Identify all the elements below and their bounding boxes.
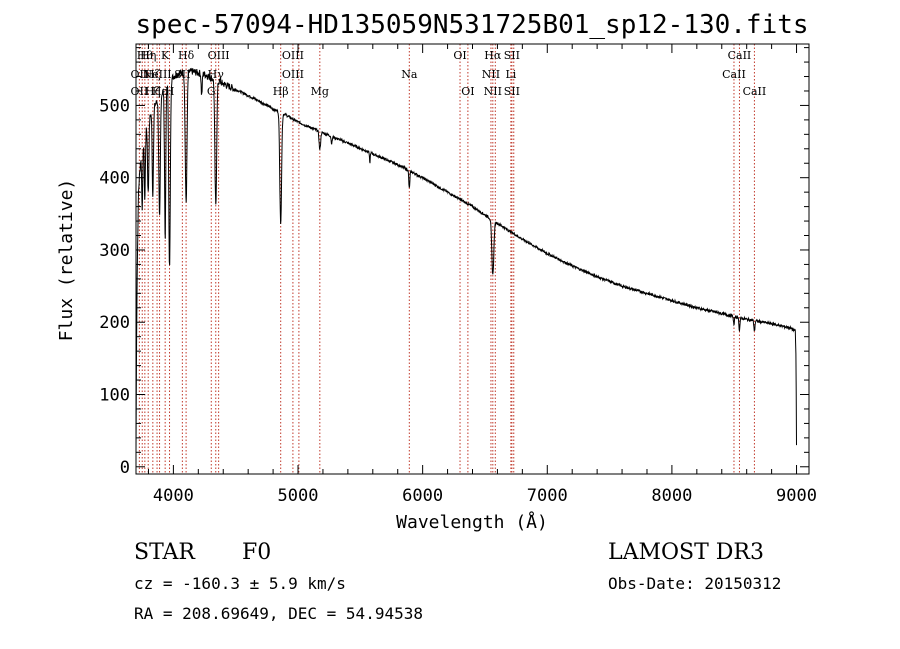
x-tick-label: 4000 [153,486,194,506]
line-marker-label: OI [453,49,466,62]
object-class: STAR [134,540,195,565]
line-marker-label: OII [131,85,149,98]
x-tick-label: 9000 [776,486,817,506]
x-tick-label: 5000 [278,486,319,506]
y-tick-label: 0 [120,458,130,478]
x-tick-label: 6000 [402,486,443,506]
line-marker-label: NeIII [142,68,171,81]
line-marker-label: Hη [140,49,156,62]
line-marker-label: SII [504,49,520,62]
y-axis-label: Flux (relative) [56,179,77,342]
x-axis-ticks: 4000 5000 6000 7000 8000 9000 [147,44,817,506]
line-marker-label: Hδ [178,49,195,62]
x-tick-label: 8000 [651,486,692,506]
line-marker-label: NII [484,85,502,98]
spectrum-chart: spec-57094-HD135059N531725B01_sp12-130.f… [56,10,817,533]
x-axis-label: Wavelength (Å) [396,511,548,533]
spectral-subclass: F0 [242,540,272,565]
y-axis-ticks: 0 100 200 300 400 500 [99,47,809,478]
x-tick-label: 7000 [527,486,568,506]
line-marker-label: OI [461,85,474,98]
line-marker-label: H [165,85,175,98]
line-marker-label: OIII [282,49,304,62]
line-marker-label: OIII [282,68,304,81]
line-marker-label: NII [482,68,500,81]
line-marker-label: Hζ [145,85,161,98]
y-tick-label: 500 [99,96,130,116]
sky-coordinates: RA = 208.69649, DEC = 54.94538 [134,604,423,623]
line-marker-labels: OIIOIIHθHηHζHζNeIIIHεKHSIIHδGHγOIIIHβOII… [131,49,767,98]
line-marker-label: K [161,49,170,62]
observation-date: Obs-Date: 20150312 [608,574,782,593]
line-marker-label: Mg [311,85,329,98]
line-marker-label: G [207,85,216,98]
line-marker-label: OIII [208,49,230,62]
line-marker-label: CaII [743,85,767,98]
line-marker-label: Hθ [137,49,154,62]
y-tick-label: 100 [99,386,130,406]
line-marker-label: CaII [722,68,746,81]
chart-title: spec-57094-HD135059N531725B01_sp12-130.f… [135,10,808,40]
survey-release: LAMOST DR3 [608,540,764,565]
y-tick-label: 200 [99,313,130,333]
plot-frame [135,43,810,475]
line-marker-label: Li [505,68,516,81]
line-marker-label: Hα [484,49,502,62]
line-marker-label: Hβ [273,85,289,98]
line-marker-label: Na [401,68,418,81]
redshift-cz: cz = -160.3 ± 5.9 km/s [134,574,346,593]
line-marker-label: SII [504,85,520,98]
line-marker-label: CaII [728,49,752,62]
y-tick-label: 300 [99,241,130,261]
line-markers [138,44,755,474]
line-marker-label: OII [131,68,149,81]
line-marker-label: Hζ [145,68,161,81]
spectrum-line [135,67,797,453]
y-tick-label: 400 [99,169,130,189]
